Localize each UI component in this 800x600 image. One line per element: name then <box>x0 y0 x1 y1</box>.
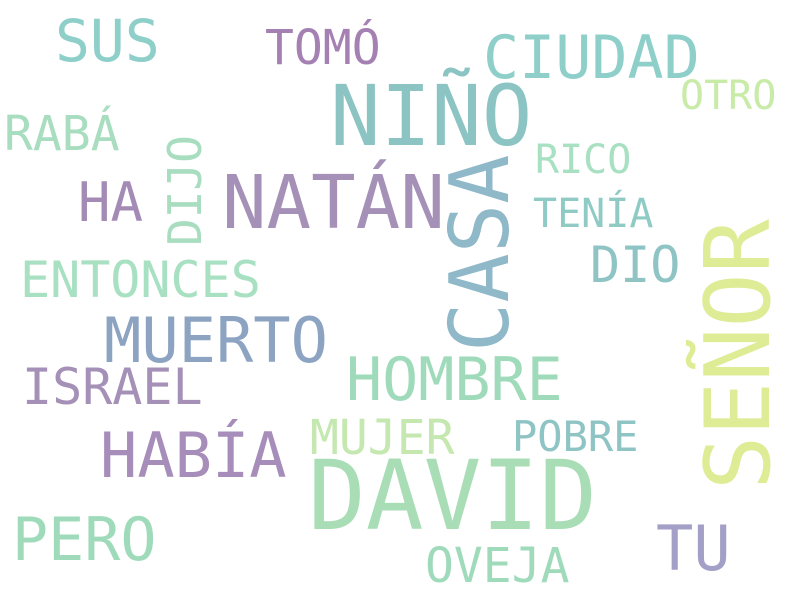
word-tenia: TENÍA <box>533 191 654 237</box>
word-sus: SUS <box>55 7 160 75</box>
word-entonces: ENTONCES <box>20 251 261 309</box>
word-pobre: POBRE <box>512 412 639 461</box>
word-rico: RICO <box>535 137 632 183</box>
word-natan: NATÁN <box>222 160 445 246</box>
word-pero: PERO <box>12 505 157 575</box>
word-raba: RABÁ <box>4 106 120 162</box>
word-oveja: OVEJA <box>425 538 570 594</box>
word-ciudad: CIUDAD <box>483 23 700 93</box>
word-mujer: MUJER <box>310 410 455 466</box>
word-israel: ISRAEL <box>22 358 203 416</box>
word-david: DAVID <box>308 440 597 552</box>
word-casa: CASA <box>433 154 528 352</box>
word-habia: HABÍA <box>100 419 287 492</box>
word-ha: HA <box>78 171 144 234</box>
word-senor: SEÑOR <box>686 219 791 490</box>
word-tu: TU <box>656 512 731 585</box>
word-hombre: HOMBRE <box>346 345 563 415</box>
word-otro: OTRO <box>680 73 777 119</box>
word-muerto: MUERTO <box>104 304 328 377</box>
word-dijo: DIJO <box>158 135 212 246</box>
word-tomo: TOMÓ <box>265 20 381 76</box>
word-dio: DIO <box>590 236 681 294</box>
word-nino: NIÑO <box>330 67 533 165</box>
